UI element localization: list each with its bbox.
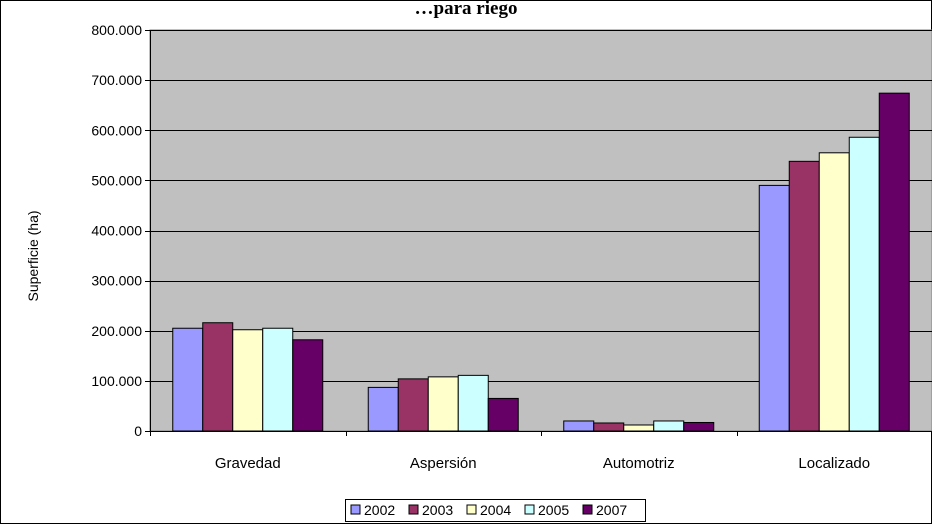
axes (145, 30, 932, 436)
legend: 2002 2003 2004 2005 2007 (345, 499, 646, 522)
chart-title: …para riego (415, 0, 518, 19)
y-tick-label: 700.000 (91, 72, 142, 88)
bars (172, 92, 910, 432)
legend-label-2002: 2002 (364, 502, 395, 518)
legend-label-2007: 2007 (596, 502, 627, 518)
y-tick-label: 100.000 (91, 373, 142, 389)
legend-label-2005: 2005 (538, 502, 569, 518)
bar-2005-gravedad (262, 327, 294, 432)
y-tick-label: 0 (134, 423, 142, 439)
bar-2002-gravedad (172, 327, 204, 432)
bar-2004-aspersión (427, 376, 459, 432)
legend-swatch-2004 (466, 504, 477, 515)
x-tick-labels: Gravedad Aspersión Automotriz Localizado (215, 455, 870, 472)
y-tick-label: 300.000 (91, 273, 142, 289)
bar-2007-aspersión (487, 397, 519, 432)
x-tick-label: Automotriz (603, 455, 675, 472)
bar-2007-gravedad (292, 339, 324, 432)
bar-2005-localizado (848, 136, 880, 432)
legend-label-2003: 2003 (422, 502, 453, 518)
legend-swatch-2005 (524, 504, 535, 515)
bar-2002-automotriz (563, 420, 595, 432)
bar-2007-localizado (878, 92, 910, 432)
bar-2002-localizado (758, 184, 790, 432)
x-tick-label: Localizado (798, 455, 870, 472)
bar-2002-aspersión (367, 386, 399, 432)
bar-2003-automotriz (593, 422, 625, 432)
y-tick-label: 400.000 (91, 223, 142, 239)
y-tick-label: 500.000 (91, 172, 142, 188)
legend-swatch-2007 (582, 504, 593, 515)
bar-2003-aspersión (397, 378, 429, 432)
bar-2004-localizado (818, 152, 850, 432)
x-tick-label: Gravedad (215, 455, 281, 472)
bar-2004-automotriz (623, 424, 655, 432)
y-tick-label: 800.000 (91, 22, 142, 38)
x-tick-label: Aspersión (410, 455, 477, 472)
y-tick-label: 200.000 (91, 323, 142, 339)
legend-swatch-2003 (408, 504, 419, 515)
y-tick-labels: 0 100.000 200.000 300.000 400.000 500.000 600.… (91, 22, 142, 439)
bar-2005-automotriz (653, 420, 685, 432)
bar-2004-gravedad (232, 329, 264, 432)
y-axis-label: Superficie (ha) (25, 210, 41, 301)
bar-2005-aspersión (457, 374, 489, 432)
legend-box (345, 499, 646, 522)
legend-label-2004: 2004 (480, 502, 511, 518)
legend-swatch-2002 (350, 504, 361, 515)
y-tick-label: 600.000 (91, 122, 142, 138)
bar-2003-gravedad (202, 322, 234, 432)
bar-2007-automotriz (683, 421, 715, 432)
bar-2003-localizado (788, 160, 820, 432)
